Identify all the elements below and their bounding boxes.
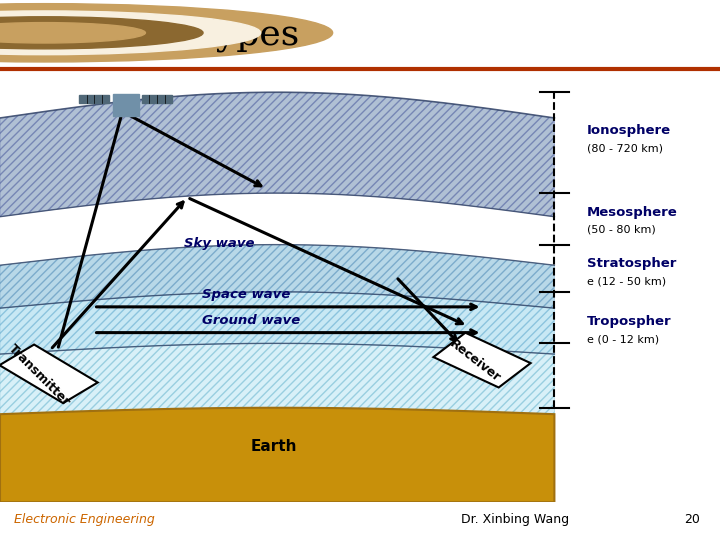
Text: Mesosphere: Mesosphere xyxy=(587,206,678,219)
Polygon shape xyxy=(0,408,554,502)
Text: Ground wave: Ground wave xyxy=(202,314,300,327)
Text: Wave Types: Wave Types xyxy=(83,18,299,52)
Polygon shape xyxy=(0,343,554,414)
Polygon shape xyxy=(0,292,554,354)
FancyBboxPatch shape xyxy=(0,345,98,403)
Text: 20: 20 xyxy=(684,512,700,526)
Text: e (0 - 12 km): e (0 - 12 km) xyxy=(587,334,659,344)
Text: Electronic Engineering: Electronic Engineering xyxy=(14,512,155,526)
Polygon shape xyxy=(0,92,554,217)
Bar xyxy=(79,95,109,103)
Text: Space wave: Space wave xyxy=(202,288,290,301)
Text: Receiver: Receiver xyxy=(447,336,503,384)
Text: Sky wave: Sky wave xyxy=(184,237,254,250)
Circle shape xyxy=(0,23,145,43)
Text: Ionosphere: Ionosphere xyxy=(587,124,671,137)
Text: Transmitter: Transmitter xyxy=(6,342,73,409)
Circle shape xyxy=(0,17,203,49)
Text: Stratospher: Stratospher xyxy=(587,258,676,271)
Text: (50 - 80 km): (50 - 80 km) xyxy=(587,225,655,234)
Text: Dr. Xinbing Wang: Dr. Xinbing Wang xyxy=(461,512,569,526)
Text: (80 - 720 km): (80 - 720 km) xyxy=(587,143,663,153)
Text: Earth: Earth xyxy=(251,439,297,454)
FancyBboxPatch shape xyxy=(433,333,531,388)
Circle shape xyxy=(0,4,333,62)
Text: Tropospher: Tropospher xyxy=(587,315,672,328)
Bar xyxy=(113,94,139,116)
Polygon shape xyxy=(0,245,554,308)
Text: e (12 - 50 km): e (12 - 50 km) xyxy=(587,276,666,286)
Circle shape xyxy=(0,11,261,55)
Bar xyxy=(142,95,172,103)
